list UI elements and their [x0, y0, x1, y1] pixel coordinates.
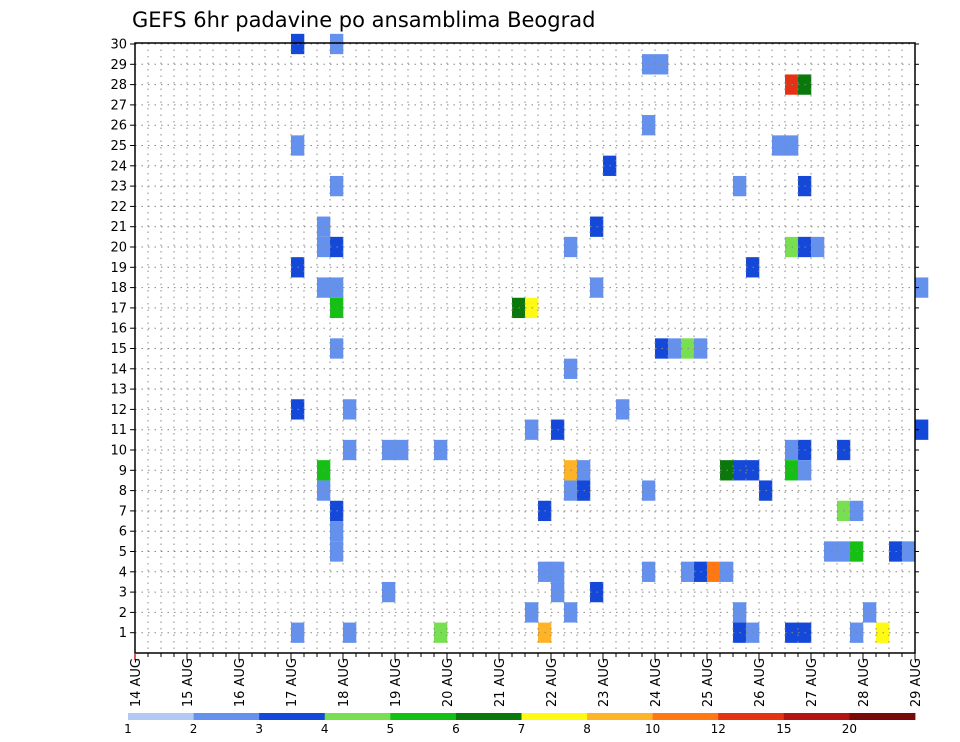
colorbar-label: 1 — [124, 722, 132, 736]
y-tick-label: 26 — [110, 119, 127, 134]
heatmap-cell — [915, 277, 929, 298]
colorbar-label: 20 — [842, 722, 857, 736]
y-axis: 1234567891011121314151617181920212223242… — [110, 38, 919, 641]
y-tick-label: 24 — [110, 159, 127, 174]
y-tick-label: 22 — [110, 200, 127, 215]
x-tick-label: 25 AUG — [701, 658, 716, 707]
y-tick-label: 1 — [119, 626, 127, 641]
y-tick-label: 29 — [110, 58, 127, 73]
y-tick-label: 25 — [110, 139, 127, 154]
colorbar-swatch — [193, 713, 260, 720]
colorbar-swatch — [783, 713, 850, 720]
x-tick-label: 21 AUG — [493, 658, 508, 707]
colorbar-label: 5 — [387, 722, 395, 736]
x-tick-label: 28 AUG — [857, 658, 872, 707]
colorbar-swatch — [390, 713, 457, 720]
y-tick-label: 30 — [110, 38, 127, 53]
colorbar-label: 3 — [255, 722, 263, 736]
colorbar-swatch — [521, 713, 588, 720]
y-tick-label: 5 — [119, 545, 127, 560]
chart-title: GEFS 6hr padavine po ansamblima Beograd — [132, 8, 595, 32]
y-tick-label: 2 — [119, 606, 127, 621]
y-tick-label: 28 — [110, 78, 127, 93]
x-tick-label: 24 AUG — [649, 658, 664, 707]
colorbar: 1 2 3 4 5 6 7 8 10 12 15 20 — [124, 713, 916, 736]
y-tick-label: 20 — [110, 241, 127, 256]
x-axis: 14 AUG 15 AUG 16 AUG 17 AUG 18 AUG 19 AUG 20 A… — [129, 653, 924, 707]
colorbar-label: 8 — [583, 722, 591, 736]
colorbar-label: 15 — [776, 722, 791, 736]
x-tick-label: 20 AUG — [441, 658, 456, 707]
x-tick-label: 17 AUG — [285, 658, 300, 707]
y-tick-label: 3 — [119, 586, 127, 601]
y-tick-label: 10 — [110, 444, 127, 459]
colorbar-label: 6 — [452, 722, 460, 736]
x-tick-label: 16 AUG — [233, 658, 248, 707]
y-tick-label: 6 — [119, 525, 127, 540]
colorbar-swatch — [718, 713, 785, 720]
colorbar-label: 12 — [711, 722, 726, 736]
colorbar-swatch — [128, 713, 194, 720]
y-tick-label: 9 — [119, 464, 127, 479]
colorbar-swatch — [324, 713, 391, 720]
y-tick-label: 21 — [110, 220, 127, 235]
y-tick-label: 27 — [110, 98, 127, 113]
colorbar-label: 7 — [518, 722, 526, 736]
y-tick-label: 19 — [110, 261, 127, 276]
y-tick-label: 7 — [119, 504, 127, 519]
y-tick-label: 16 — [110, 322, 127, 337]
colorbar-swatch — [849, 713, 916, 720]
x-tick-label: 14 AUG — [129, 658, 144, 707]
x-tick-label: 29 AUG — [909, 658, 924, 707]
colorbar-swatch — [259, 713, 326, 720]
colorbar-swatch — [652, 713, 719, 720]
x-tick-label: 27 AUG — [805, 658, 820, 707]
x-tick-label: 22 AUG — [545, 658, 560, 707]
x-tick-label: 18 AUG — [337, 658, 352, 707]
x-tick-label: 15 AUG — [181, 658, 196, 707]
colorbar-label: 4 — [321, 722, 329, 736]
y-tick-label: 13 — [110, 383, 127, 398]
colorbar-label: 2 — [190, 722, 198, 736]
colorbar-swatch — [587, 713, 654, 720]
y-tick-label: 17 — [110, 301, 127, 316]
colorbar-label: 10 — [645, 722, 660, 736]
x-tick-label: 26 AUG — [753, 658, 768, 707]
colorbar-swatch — [455, 713, 522, 720]
y-tick-label: 14 — [110, 362, 127, 377]
x-tick-label: 19 AUG — [389, 658, 404, 707]
y-tick-label: 11 — [110, 423, 127, 438]
heatmap-cell — [915, 419, 929, 440]
y-tick-label: 23 — [110, 180, 127, 195]
y-tick-label: 4 — [119, 565, 127, 580]
y-tick-label: 8 — [119, 484, 127, 499]
grid-lines — [134, 43, 916, 653]
x-tick-label: 23 AUG — [597, 658, 612, 707]
y-tick-label: 12 — [110, 403, 127, 418]
y-tick-label: 15 — [110, 342, 127, 357]
y-tick-label: 18 — [110, 281, 127, 296]
